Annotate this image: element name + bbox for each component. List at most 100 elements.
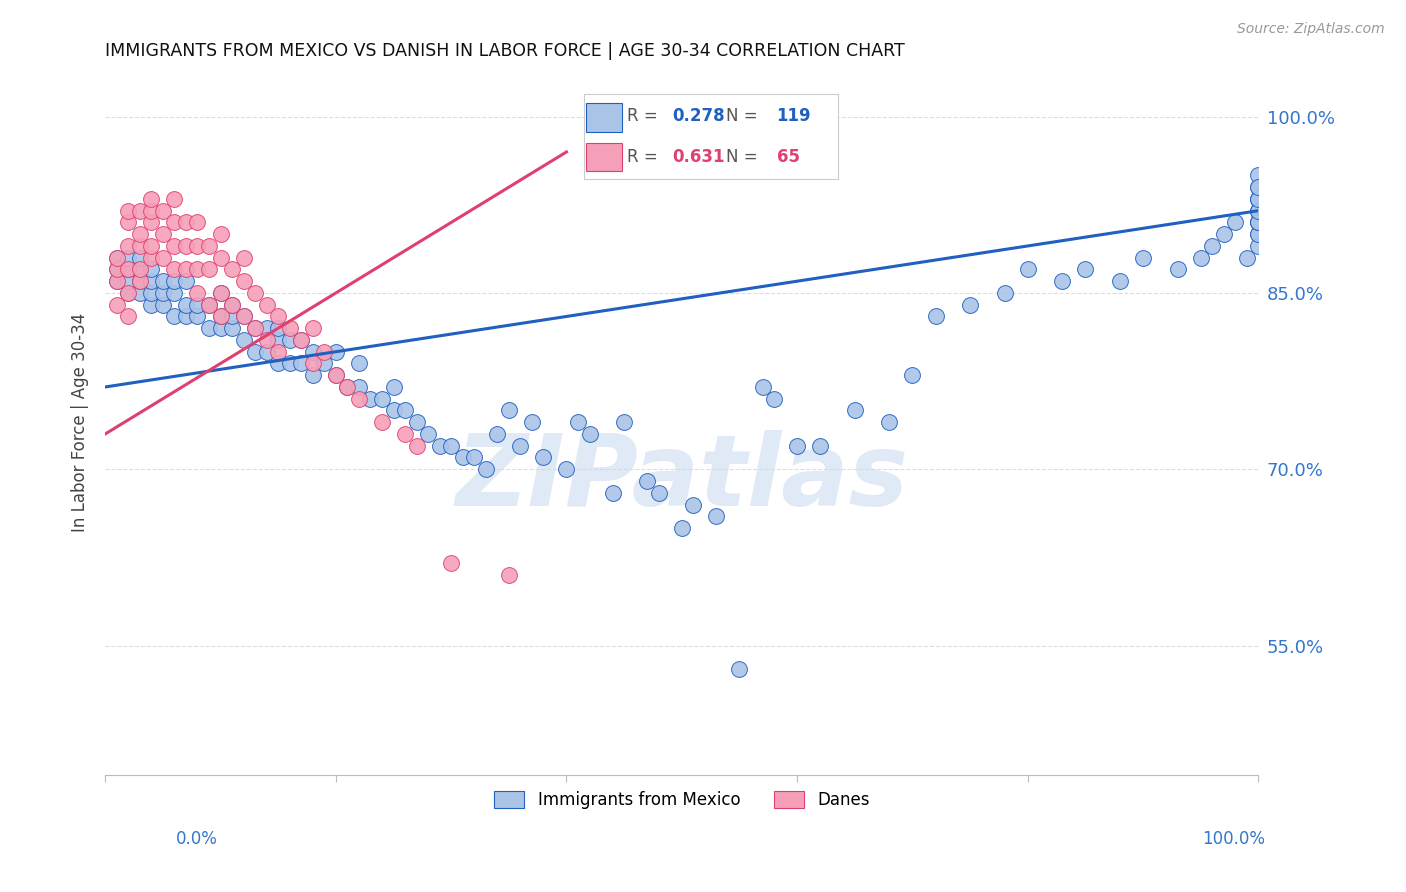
Point bbox=[186, 262, 208, 277]
Point bbox=[105, 274, 128, 288]
Point bbox=[221, 298, 243, 312]
Point bbox=[613, 415, 636, 429]
Point bbox=[325, 368, 347, 383]
Point bbox=[128, 251, 150, 265]
Point bbox=[901, 368, 924, 383]
Point bbox=[221, 262, 243, 277]
Point bbox=[128, 274, 150, 288]
Point bbox=[128, 262, 150, 277]
Point bbox=[728, 662, 751, 676]
Point bbox=[440, 556, 463, 570]
Point bbox=[1247, 203, 1270, 218]
Y-axis label: In Labor Force | Age 30-34: In Labor Force | Age 30-34 bbox=[72, 312, 89, 532]
Point bbox=[128, 262, 150, 277]
Point bbox=[141, 274, 163, 288]
Point bbox=[278, 356, 301, 370]
Point bbox=[879, 415, 901, 429]
Point bbox=[243, 321, 266, 335]
Point bbox=[347, 356, 370, 370]
Point bbox=[555, 462, 578, 476]
Point bbox=[1074, 262, 1097, 277]
Point bbox=[198, 298, 221, 312]
Point bbox=[844, 403, 866, 417]
Point bbox=[209, 310, 232, 324]
Point bbox=[128, 285, 150, 300]
Point bbox=[498, 568, 520, 582]
Point bbox=[1236, 251, 1258, 265]
Point bbox=[578, 427, 600, 442]
Text: Source: ZipAtlas.com: Source: ZipAtlas.com bbox=[1237, 22, 1385, 37]
Point bbox=[174, 215, 197, 229]
Point bbox=[163, 192, 186, 206]
Point bbox=[152, 251, 174, 265]
Point bbox=[1189, 251, 1212, 265]
Point bbox=[256, 333, 278, 347]
Point bbox=[163, 274, 186, 288]
Point bbox=[267, 356, 290, 370]
Point bbox=[636, 474, 658, 488]
Point bbox=[105, 251, 128, 265]
Point bbox=[198, 298, 221, 312]
Point bbox=[498, 403, 520, 417]
Point bbox=[382, 380, 405, 394]
Point bbox=[117, 285, 139, 300]
Point bbox=[105, 274, 128, 288]
Point bbox=[117, 262, 139, 277]
Point bbox=[209, 310, 232, 324]
Point bbox=[105, 298, 128, 312]
Point bbox=[186, 285, 208, 300]
Point bbox=[1247, 227, 1270, 242]
Point bbox=[105, 262, 128, 277]
Point bbox=[347, 380, 370, 394]
Point bbox=[325, 344, 347, 359]
Point bbox=[1132, 251, 1154, 265]
Point bbox=[1052, 274, 1074, 288]
Point bbox=[751, 380, 773, 394]
Point bbox=[152, 203, 174, 218]
Point bbox=[128, 227, 150, 242]
Point bbox=[232, 251, 254, 265]
Point bbox=[141, 215, 163, 229]
Point bbox=[209, 285, 232, 300]
Point bbox=[221, 298, 243, 312]
Point bbox=[706, 509, 728, 524]
Point bbox=[232, 310, 254, 324]
Point bbox=[174, 262, 197, 277]
Point bbox=[256, 321, 278, 335]
Point bbox=[1109, 274, 1132, 288]
Point bbox=[325, 368, 347, 383]
Point bbox=[278, 333, 301, 347]
Point bbox=[520, 415, 543, 429]
Point bbox=[959, 298, 981, 312]
Point bbox=[163, 215, 186, 229]
Point bbox=[394, 403, 416, 417]
Point bbox=[301, 368, 323, 383]
Point bbox=[763, 392, 786, 406]
Point bbox=[359, 392, 381, 406]
Point bbox=[1212, 227, 1234, 242]
Point bbox=[1247, 192, 1270, 206]
Point bbox=[301, 356, 323, 370]
Text: ZIPatlas: ZIPatlas bbox=[456, 430, 908, 527]
Point bbox=[152, 285, 174, 300]
Point bbox=[371, 415, 394, 429]
Point bbox=[232, 333, 254, 347]
Point bbox=[1247, 239, 1270, 253]
Point bbox=[1017, 262, 1039, 277]
Point bbox=[163, 262, 186, 277]
Point bbox=[221, 310, 243, 324]
Text: 0.0%: 0.0% bbox=[176, 830, 218, 847]
Point bbox=[186, 239, 208, 253]
Point bbox=[198, 239, 221, 253]
Point bbox=[924, 310, 946, 324]
Point bbox=[1247, 215, 1270, 229]
Point bbox=[141, 192, 163, 206]
Point bbox=[1247, 192, 1270, 206]
Point bbox=[243, 321, 266, 335]
Point bbox=[1247, 203, 1270, 218]
Point bbox=[163, 310, 186, 324]
Point bbox=[256, 344, 278, 359]
Point bbox=[117, 215, 139, 229]
Point bbox=[1247, 203, 1270, 218]
Point bbox=[267, 344, 290, 359]
